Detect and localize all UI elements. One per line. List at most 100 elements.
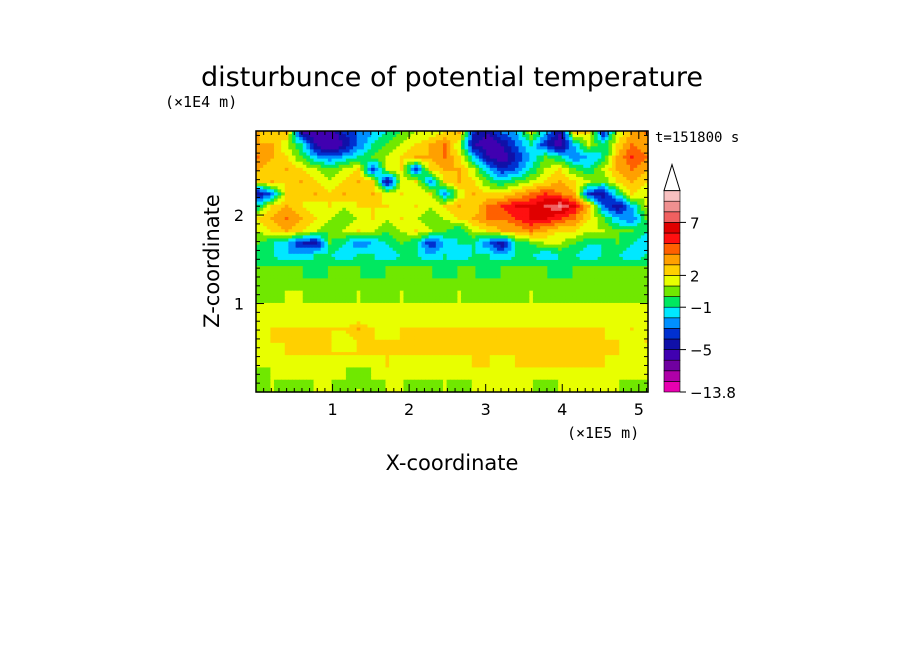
field-cell [327,226,333,230]
field-cell [335,180,340,184]
field-cell [644,210,649,215]
field-cell [259,177,264,181]
field-cell [558,186,563,190]
field-cell [389,238,394,243]
field-cell [547,155,552,160]
field-cell [601,186,606,190]
field-cell [270,192,275,197]
field-cell [540,213,545,218]
field-cell [496,170,502,175]
field-cell [353,158,358,163]
field-cell [374,241,379,246]
field-cell [496,152,502,157]
field-cell [518,164,523,169]
field-cell [601,140,606,144]
field-cell [410,131,415,135]
field-cell [353,140,358,144]
field-cell [335,158,340,163]
field-cell [425,241,430,246]
field-cell [403,213,408,218]
field-cell [392,137,397,141]
field-cell [540,229,545,233]
field-cell [335,244,340,249]
field-cell [338,195,343,200]
field-cell [407,149,412,154]
field-cell [471,158,476,163]
field-cell [518,137,523,141]
field-cell [356,152,361,157]
field-cell [281,161,286,166]
field-cell [504,195,509,200]
field-cell [590,207,595,212]
field-cell [550,201,556,206]
field-cell [507,173,512,178]
field-cell [576,241,581,246]
field-cell [579,241,584,246]
field-cell [586,213,592,218]
field-cell [399,143,405,147]
field-cell [299,201,304,206]
field-cell [644,213,649,218]
field-cell [331,155,336,160]
field-cell [558,152,563,157]
field-cell [532,229,538,233]
field-cell [320,210,325,215]
field-cell [291,244,297,249]
field-cell [410,247,415,252]
field-cell [338,238,343,243]
field-cell [475,134,480,138]
field-cell [417,198,423,203]
field-cell [622,161,628,166]
field-cell [554,213,559,218]
field-cell [604,229,610,233]
field-cell [360,220,365,224]
field-cell [590,189,595,194]
field-cell [475,204,480,209]
field-cell [291,192,297,197]
field-cell [536,210,541,215]
field-cell [493,180,498,184]
field-cell [547,229,552,233]
field-cell [468,161,473,166]
field-cell [256,131,261,135]
field-cell [554,223,559,227]
field-cell [277,244,282,249]
field-cell [500,198,505,203]
field-cell [543,192,548,197]
field-cell [277,250,282,255]
field-cell [576,204,581,209]
field-cell [500,226,505,230]
field-cell [309,198,315,203]
field-cell [457,137,462,141]
field-cell [313,186,318,190]
field-cell [511,146,516,151]
field-cell [288,131,293,135]
field-cell [396,183,401,187]
field-cell [568,146,574,151]
field-cell [579,170,584,175]
field-cell [428,152,433,157]
field-cell [410,244,415,249]
field-cell [486,137,491,141]
field-cell [576,235,581,240]
field-cell [381,213,387,218]
field-cell [367,204,372,209]
field-cell [590,198,595,203]
field-cell [561,223,566,227]
field-cell [273,186,279,190]
field-cell [425,223,430,227]
field-cell [576,223,581,227]
field-cell [270,216,275,221]
field-cell [511,167,516,172]
field-cell [399,247,405,252]
field-cell [518,158,523,163]
field-cell [597,244,602,249]
field-cell [615,195,620,200]
field-cell [460,195,466,200]
field-cell [496,198,502,203]
field-cell [320,198,325,203]
field-cell [284,223,289,227]
field-cell [327,146,333,151]
field-cell [309,177,315,181]
field-cell [507,170,512,175]
